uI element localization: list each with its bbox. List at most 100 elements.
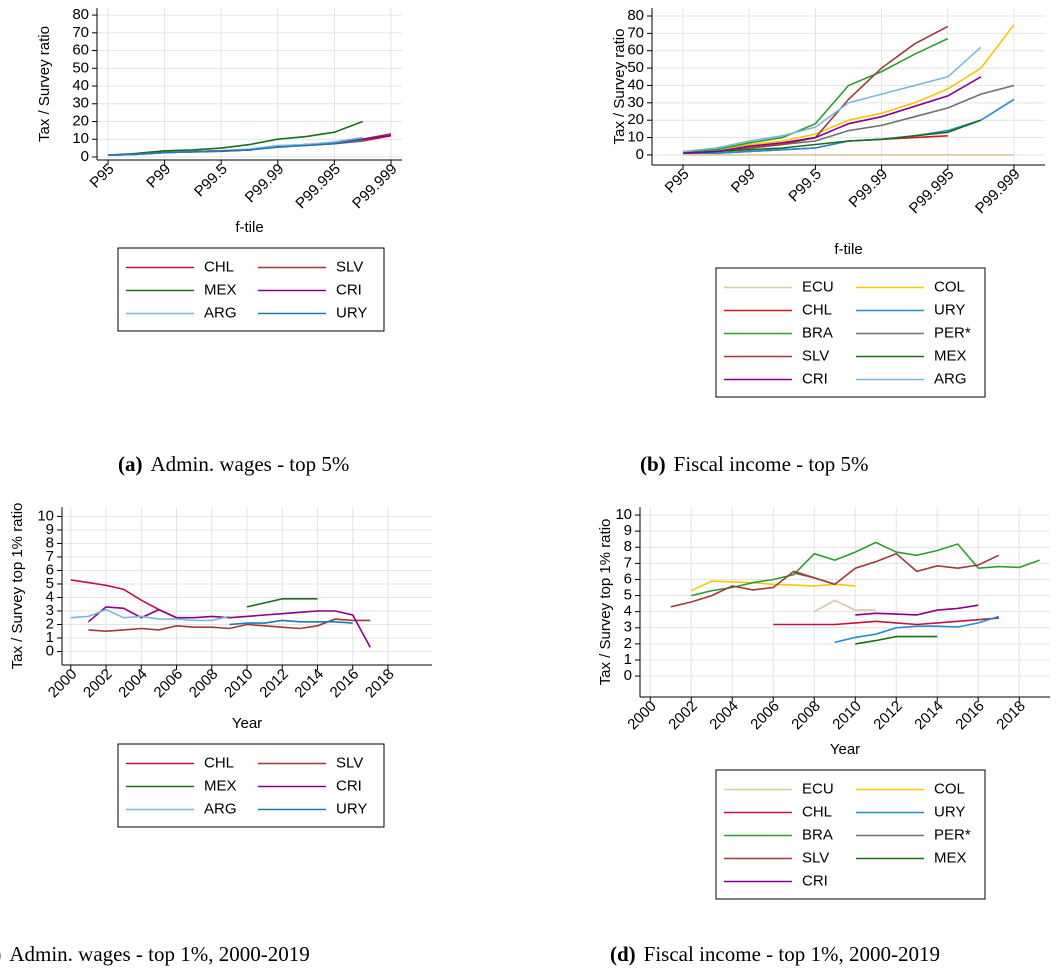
y-tick-label: 8 xyxy=(624,538,632,555)
x-tick-label: 2018 xyxy=(362,666,398,702)
legend-label: URY xyxy=(934,803,965,820)
y-tick-label: 10 xyxy=(615,506,632,523)
y-tick-label: 7 xyxy=(624,554,632,571)
y-tick-label: 5 xyxy=(624,587,632,604)
series-line xyxy=(246,598,318,608)
legend-label: SLV xyxy=(336,754,363,771)
series-line xyxy=(70,608,230,622)
legend-label: CRI xyxy=(802,872,828,889)
legend-label: BRA xyxy=(802,826,833,843)
legend-label: MEX xyxy=(204,281,237,298)
y-tick-label: 1 xyxy=(46,629,54,646)
legend-label: PER* xyxy=(934,826,971,843)
x-tick-label: P99.5 xyxy=(191,161,231,201)
y-tick-label: 30 xyxy=(72,95,89,112)
y-tick-label: 50 xyxy=(72,59,89,76)
x-tick-label: 2010 xyxy=(829,698,865,734)
y-tick-label: 0 xyxy=(81,148,89,165)
y-tick-label: 5 xyxy=(46,575,54,592)
x-tick-label: P99.5 xyxy=(785,166,825,206)
caption-text: Fiscal income - top 1%, 2000-2019 xyxy=(644,942,940,966)
legend-label: CHL xyxy=(204,754,234,771)
x-tick-label: 2008 xyxy=(788,698,824,734)
series-line xyxy=(107,139,363,156)
series-line xyxy=(670,552,1000,608)
x-tick-label: 2006 xyxy=(747,698,783,734)
x-tick-label: 2004 xyxy=(115,666,151,702)
x-tick-label: 2014 xyxy=(291,666,327,702)
y-tick-label: 50 xyxy=(627,59,644,76)
y-tick-label: 4 xyxy=(46,588,54,605)
y-tick-label: 9 xyxy=(46,521,54,538)
legend-label: ARG xyxy=(204,800,237,817)
x-tick-label: 2006 xyxy=(151,666,187,702)
x-tick-label: 2012 xyxy=(870,698,906,734)
series-line xyxy=(682,84,1015,154)
legend-box xyxy=(715,267,986,398)
legend-label: BRA xyxy=(802,324,833,341)
y-tick-label: 6 xyxy=(46,561,54,578)
y-tick-label: 0 xyxy=(624,667,632,684)
x-tick-label: 2000 xyxy=(624,698,660,734)
x-tick-label: 2002 xyxy=(80,666,116,702)
series-line xyxy=(87,606,372,648)
y-tick-label: 2 xyxy=(624,635,632,652)
x-tick-label: P99.99 xyxy=(242,161,288,207)
x-tick-label: P99.99 xyxy=(846,166,892,212)
y-tick-label: 7 xyxy=(46,548,54,565)
series-line xyxy=(855,604,979,616)
y-tick-label: 80 xyxy=(72,6,89,23)
y-tick-label: 2 xyxy=(46,615,54,632)
y-tick-label: 40 xyxy=(627,76,644,93)
series-line xyxy=(70,579,177,619)
legend-label: COL xyxy=(934,278,965,295)
caption-label: (b) xyxy=(640,452,666,476)
y-tick-label: 10 xyxy=(37,507,54,524)
caption: (d) Fiscal income - top 1%, 2000-2019 xyxy=(610,942,940,966)
x-axis-title: Year xyxy=(232,715,262,732)
legend-label: URY xyxy=(336,800,367,817)
y-tick-label: 0 xyxy=(636,146,644,163)
legend-label: ARG xyxy=(204,304,237,321)
series-line xyxy=(682,37,949,153)
legend-box xyxy=(117,247,385,332)
x-tick-label: P99.999 xyxy=(349,161,401,213)
series-line xyxy=(834,615,1000,644)
y-tick-label: 30 xyxy=(627,94,644,111)
legend-label: SLV xyxy=(336,258,363,275)
series-line xyxy=(682,24,1015,154)
x-tick-label: 2014 xyxy=(911,698,947,734)
y-tick-label: 10 xyxy=(72,130,89,147)
x-tick-label: 2016 xyxy=(327,666,363,702)
series-line xyxy=(773,617,999,626)
legend-label: CRI xyxy=(336,281,362,298)
x-tick-label: 2002 xyxy=(665,698,701,734)
series-line xyxy=(682,46,982,153)
legend-label: ARG xyxy=(934,370,967,387)
y-axis-title: Tax / Survey top 1% ratio xyxy=(9,503,26,670)
x-axis-title: f-tile xyxy=(834,241,862,258)
legend-label: MEX xyxy=(204,777,237,794)
x-tick-label: 2004 xyxy=(706,698,742,734)
legend-box xyxy=(117,743,385,828)
x-axis-title: Year xyxy=(830,741,860,758)
y-axis-title: Tax / Survey ratio xyxy=(36,26,53,142)
x-tick-label: 2000 xyxy=(45,666,81,702)
legend-label: URY xyxy=(336,304,367,321)
y-tick-label: 6 xyxy=(624,570,632,587)
y-tick-label: 9 xyxy=(624,522,632,539)
y-tick-label: 40 xyxy=(72,77,89,94)
series-line xyxy=(682,119,982,154)
y-tick-label: 60 xyxy=(627,42,644,59)
x-tick-label: 2012 xyxy=(256,666,292,702)
y-axis-title: Tax / Survey top 1% ratio xyxy=(597,519,614,686)
caption-label: (c) xyxy=(0,942,1,966)
caption-text: Admin. wages - top 1%, 2000-2019 xyxy=(9,942,309,966)
series-line xyxy=(107,120,363,156)
caption: (b) Fiscal income - top 5% xyxy=(640,452,868,476)
series-line xyxy=(690,580,856,592)
y-tick-label: 0 xyxy=(46,642,54,659)
legend-label: MEX xyxy=(934,849,967,866)
y-tick-label: 3 xyxy=(624,619,632,636)
